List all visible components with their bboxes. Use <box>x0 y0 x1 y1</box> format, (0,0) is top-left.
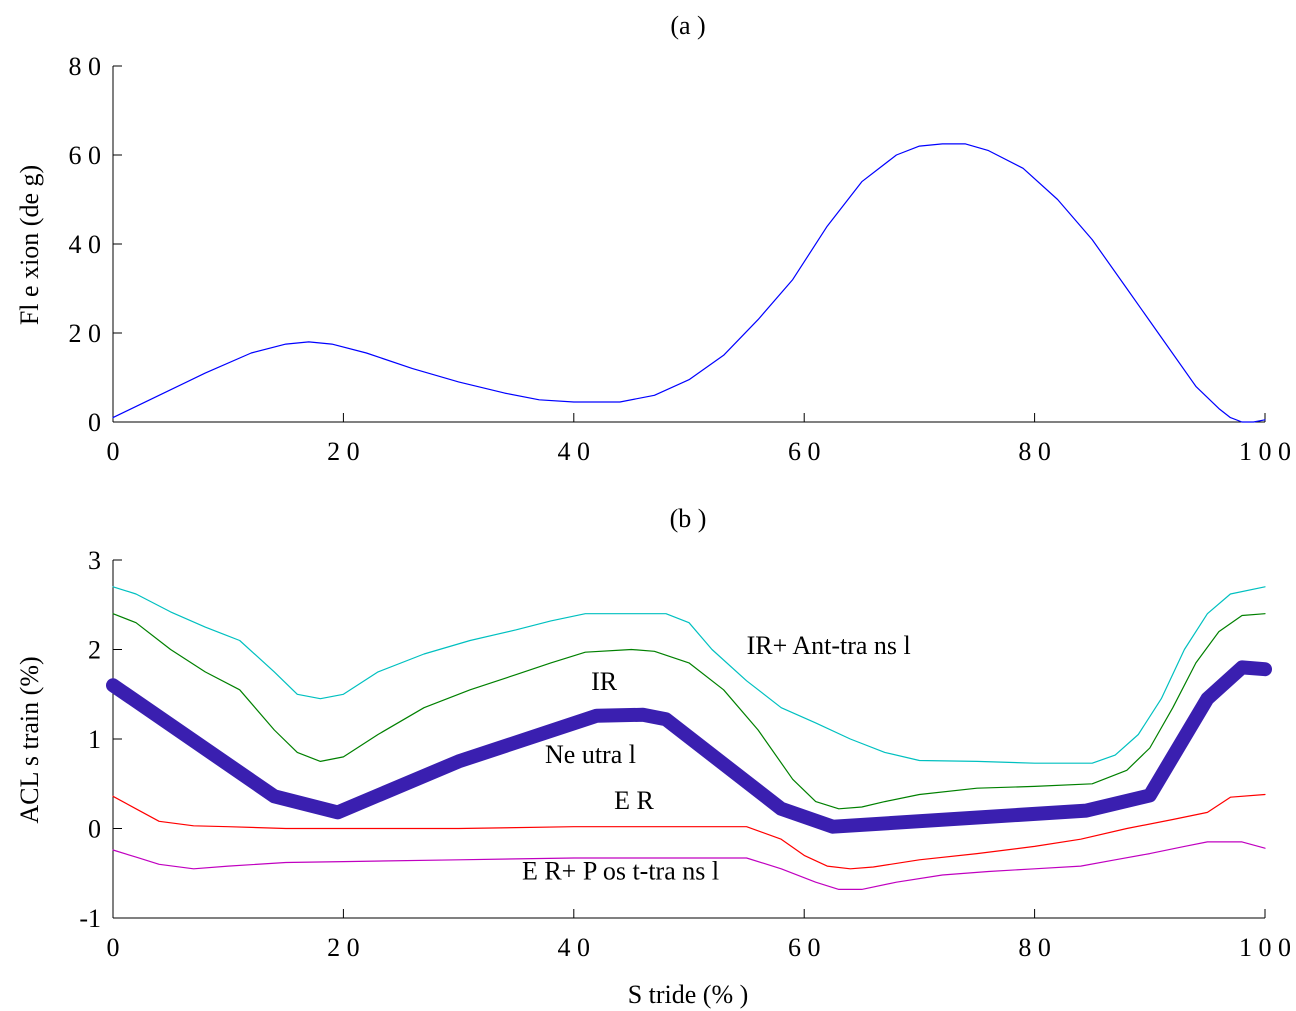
strain-series <box>106 586 1272 891</box>
flexion-y-axis-label: Fl e xion (de g) <box>15 165 44 325</box>
flexion-x-tick-label: 4 0 <box>558 437 591 466</box>
strain-annotation-1: IR <box>591 667 618 696</box>
strain-x-tick-label: 6 0 <box>788 933 821 962</box>
strain-y-tick-label: 2 <box>88 636 101 665</box>
strain-y-axis-label: ACL s train (%) <box>15 656 44 823</box>
strain-series-line-1 <box>112 613 1266 810</box>
strain-x-tick-label: 8 0 <box>1018 933 1051 962</box>
flexion-y-tick-label: 0 <box>88 408 101 437</box>
strain-y-tick-label: 1 <box>88 725 101 754</box>
strain-x-tick-label: 1 0 0 <box>1239 933 1291 962</box>
strain-annotation-3: E R <box>614 786 654 815</box>
panel-a-title: (a ) <box>670 11 705 40</box>
strain-annotation-4: E R+ P os t-tra ns l <box>522 857 719 886</box>
strain-y-tick-label: 3 <box>88 546 101 575</box>
panel-b-title: (b ) <box>670 504 707 533</box>
strain-annotation-2: Ne utra l <box>545 740 636 769</box>
strain-y-tick-label: -1 <box>79 904 101 933</box>
flexion-x-tick-label: 1 0 0 <box>1239 437 1291 466</box>
strain-annotation-0: IR+ Ant-tra ns l <box>747 631 911 660</box>
strain-x-tick-label: 0 <box>107 933 120 962</box>
strain-series-line-4 <box>106 660 1272 834</box>
flexion-x-tick-label: 0 <box>107 437 120 466</box>
strain-annotations: IR+ Ant-tra ns l IR Ne utra l E R E R+ P os … <box>522 631 911 886</box>
strain-y-tick-label: 0 <box>88 815 101 844</box>
strain-x-tick-label: 2 0 <box>327 933 360 962</box>
flexion-y-tick-label: 8 0 <box>69 52 102 81</box>
flexion-y-tick-label: 2 0 <box>69 319 102 348</box>
strain-x-tick-label: 4 0 <box>558 933 591 962</box>
strain-series-line-2 <box>112 793 1266 870</box>
flexion-series <box>112 143 1266 423</box>
strain-x-axis-label: S tride (% ) <box>628 980 749 1009</box>
strain-series-line-0 <box>112 586 1266 764</box>
flexion-y-tick-label: 4 0 <box>69 230 102 259</box>
flexion-y-tick-label: 6 0 <box>69 141 102 170</box>
flexion-series-line-0 <box>112 143 1266 423</box>
strain-series-line-3 <box>112 841 1266 891</box>
flexion-panel: (a ) 0 2 0 4 0 6 0 8 0 1 0 0 0 2 0 4 0 6 0 8 0 Fl … <box>15 11 1291 466</box>
flexion-x-tick-label: 2 0 <box>327 437 360 466</box>
flexion-x-tick-label: 6 0 <box>788 437 821 466</box>
flexion-axes: 0 2 0 4 0 6 0 8 0 1 0 0 0 2 0 4 0 6 0 8 0 <box>69 52 1292 466</box>
flexion-x-tick-label: 8 0 <box>1018 437 1051 466</box>
